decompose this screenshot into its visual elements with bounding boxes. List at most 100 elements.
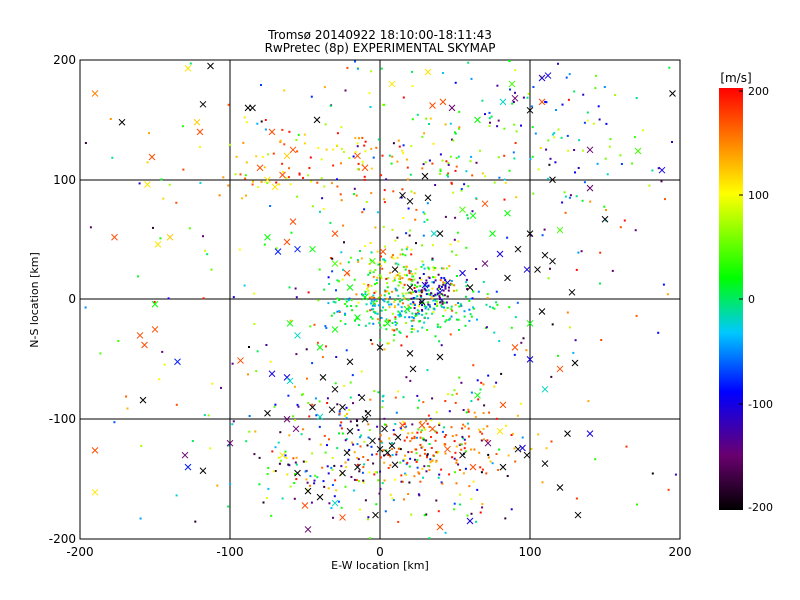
data-point <box>376 312 379 315</box>
data-point <box>350 476 353 478</box>
data-point <box>111 156 114 159</box>
data-point <box>447 175 449 178</box>
data-point <box>375 146 378 149</box>
data-point <box>356 443 359 446</box>
data-point <box>488 111 491 114</box>
data-point <box>289 485 292 488</box>
data-point-cross <box>384 449 391 457</box>
data-point <box>395 451 398 453</box>
data-point <box>580 250 583 253</box>
data-point <box>422 273 425 275</box>
data-point <box>366 287 369 290</box>
data-point <box>384 245 387 248</box>
data-point <box>326 444 328 447</box>
data-point-cross <box>459 269 466 277</box>
data-point <box>383 294 386 297</box>
data-point <box>434 299 437 302</box>
data-point-cross <box>669 90 676 97</box>
data-point <box>490 115 493 118</box>
data-point <box>470 77 473 80</box>
data-point <box>467 61 470 64</box>
data-point <box>409 457 412 460</box>
data-point <box>289 183 292 186</box>
data-point <box>549 157 552 160</box>
data-point <box>421 244 424 247</box>
data-point <box>247 373 249 376</box>
data-point <box>302 176 304 179</box>
data-point <box>406 436 408 439</box>
data-point <box>298 172 301 175</box>
data-point <box>264 128 267 131</box>
data-point <box>348 297 351 300</box>
data-point <box>547 277 550 280</box>
data-point <box>310 95 313 98</box>
data-point <box>399 331 402 334</box>
data-point-cross <box>496 250 504 258</box>
data-point <box>514 460 517 463</box>
data-point-cross <box>309 245 316 253</box>
data-point <box>495 453 498 455</box>
data-point <box>330 507 333 509</box>
data-point <box>475 161 478 164</box>
data-point <box>444 400 447 402</box>
data-point <box>574 171 576 174</box>
data-point <box>351 309 354 312</box>
data-point-cross <box>358 394 366 402</box>
data-point <box>323 86 326 89</box>
data-point <box>461 435 464 438</box>
data-point <box>339 424 342 427</box>
data-point <box>381 103 384 106</box>
data-point <box>482 280 485 283</box>
data-point <box>372 275 375 278</box>
data-point <box>493 331 496 334</box>
data-point <box>475 268 478 270</box>
data-point <box>619 154 622 157</box>
data-point <box>396 236 399 239</box>
data-point <box>353 193 356 196</box>
data-point <box>567 98 570 101</box>
data-point-cross <box>271 183 279 191</box>
data-point <box>421 260 424 263</box>
data-point <box>496 303 499 306</box>
data-point <box>344 312 346 315</box>
data-point <box>476 379 479 382</box>
data-point <box>357 260 360 263</box>
data-point <box>433 266 436 269</box>
data-point <box>340 427 343 430</box>
data-point <box>416 394 419 397</box>
data-point <box>242 141 245 144</box>
data-point <box>411 437 413 440</box>
data-point <box>426 422 429 425</box>
data-point <box>199 181 202 184</box>
data-point <box>482 427 485 430</box>
data-point <box>357 458 360 461</box>
data-point <box>344 439 347 442</box>
data-point <box>298 173 301 176</box>
data-point <box>553 132 556 135</box>
data-point <box>341 278 344 281</box>
data-point-cross <box>534 266 541 273</box>
data-point <box>283 89 286 92</box>
data-point <box>347 458 350 461</box>
data-point <box>458 305 461 308</box>
data-point <box>413 328 415 331</box>
data-point <box>436 302 439 305</box>
data-point <box>412 297 415 300</box>
data-point <box>563 191 566 194</box>
data-point <box>308 415 311 418</box>
data-point <box>342 268 344 271</box>
data-point <box>431 281 434 284</box>
data-point <box>482 383 485 386</box>
data-point <box>481 99 484 102</box>
data-point <box>454 216 457 219</box>
colorbar-tick-label: 0 <box>748 293 755 306</box>
data-point <box>410 253 413 256</box>
data-point <box>340 251 343 254</box>
data-point <box>337 500 340 503</box>
data-point <box>425 312 428 315</box>
data-point <box>307 174 309 177</box>
data-point <box>264 119 267 121</box>
data-point <box>488 117 491 120</box>
data-point <box>454 169 457 172</box>
data-point-cross <box>484 439 492 447</box>
